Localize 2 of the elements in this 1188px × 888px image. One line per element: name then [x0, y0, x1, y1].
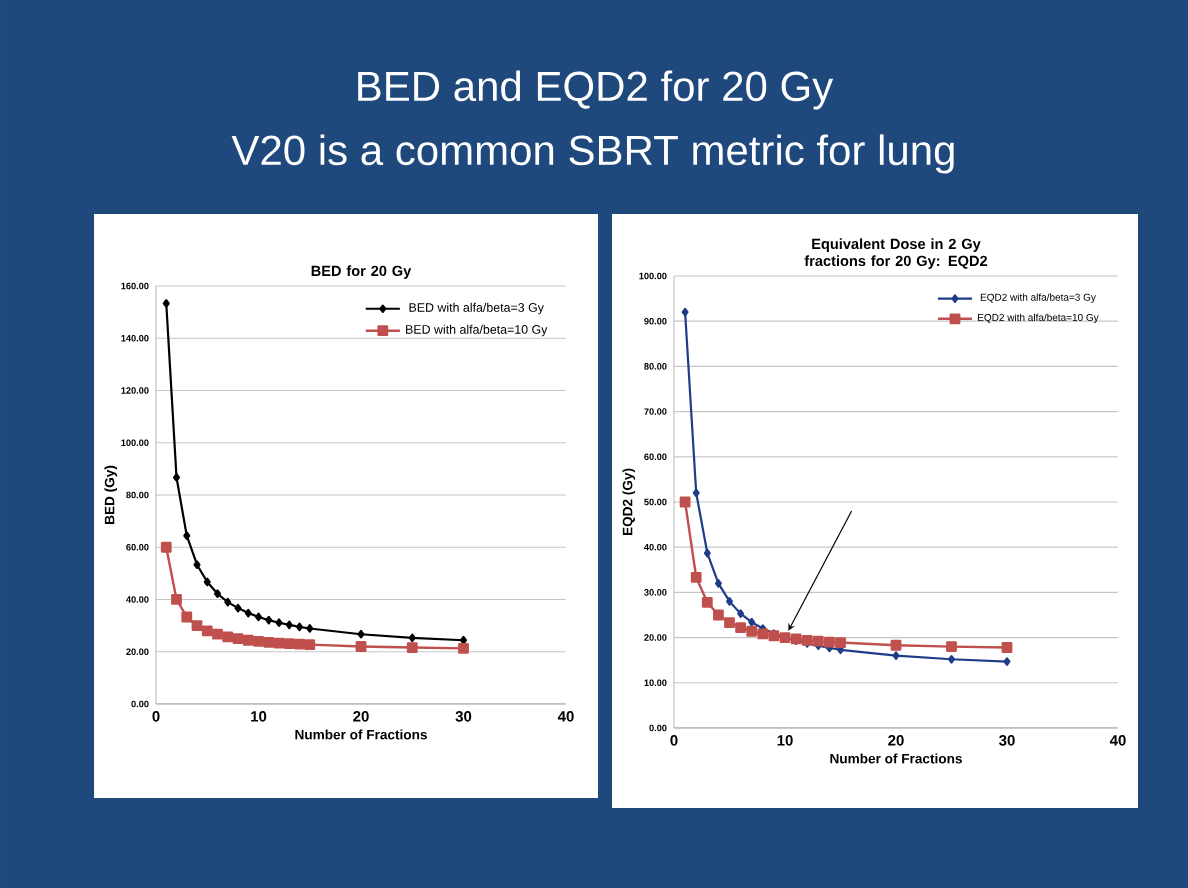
text: BED and EQD2 for 20 Gy [358, 70, 834, 110]
text: V20 is a common SBRT metric for lung [231, 134, 954, 174]
